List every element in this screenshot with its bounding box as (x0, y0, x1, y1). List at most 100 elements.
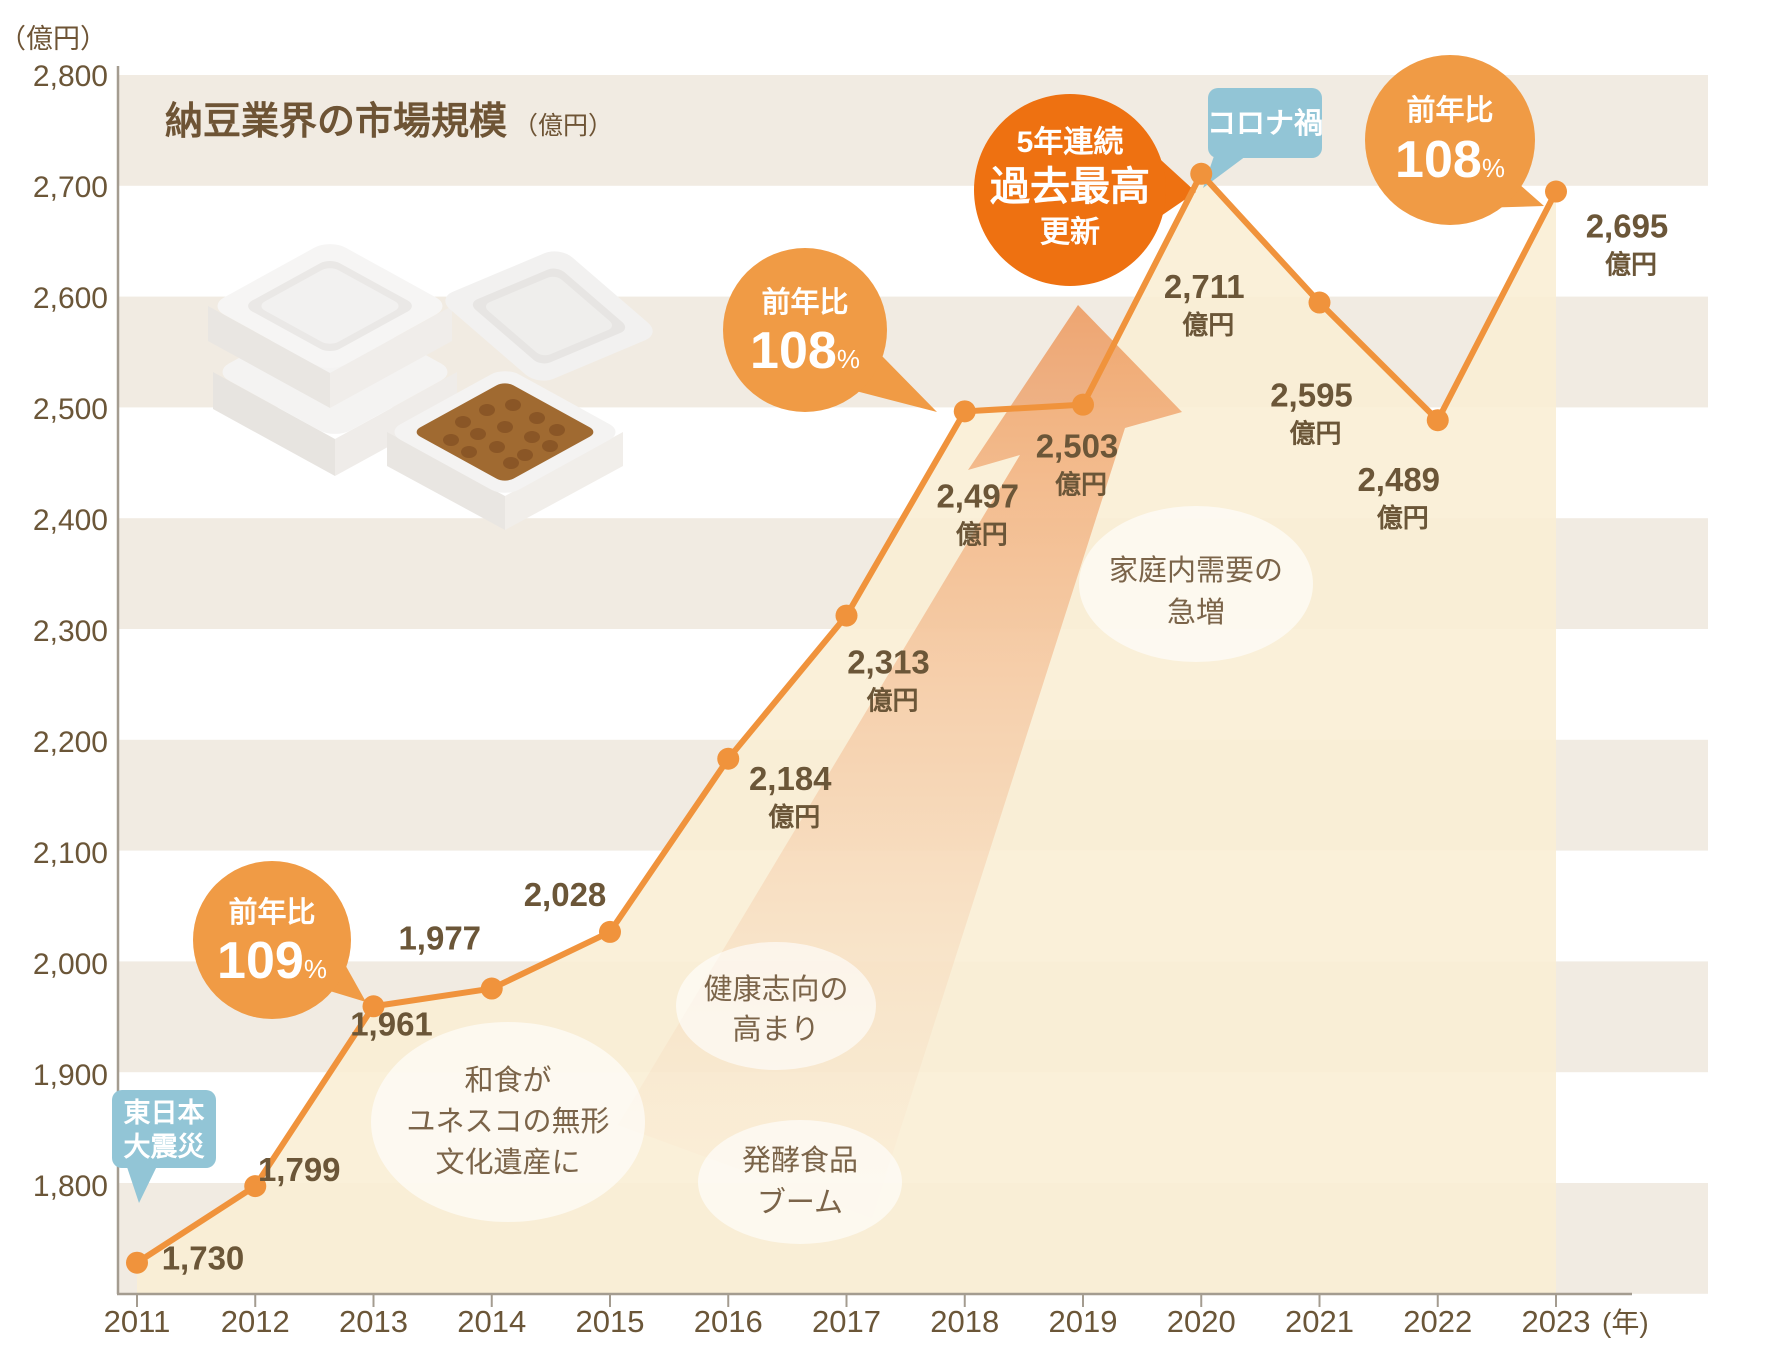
value-label-2011: 1,730 (162, 1240, 245, 1277)
bubble-circle (974, 94, 1166, 286)
value-unit-2017: 億円 (866, 686, 918, 716)
data-point-2017 (835, 604, 858, 627)
axes: 2,800 2,700 2,600 2,500 2,400 2,300 2,200 2,100… (33, 60, 1649, 1339)
value-label-2020: 2,711 (1164, 268, 1245, 305)
note-health: 健康志向の 高まり (676, 942, 876, 1070)
yoy-label: 前年比 (1406, 93, 1493, 127)
y-tick-label: 2,800 (33, 60, 108, 93)
x-tick-label: 2023 (1522, 1304, 1591, 1339)
value-label-2012: 1,799 (258, 1151, 341, 1188)
pack-side-right (330, 306, 452, 408)
note-washoku-line3: 文化遺産に (435, 1146, 580, 1179)
value-label-2015: 2,028 (524, 876, 607, 913)
y-tick-label: 1,900 (33, 1059, 108, 1092)
percent-sign: % (837, 344, 860, 374)
note-home-line1: 家庭内需要の (1109, 554, 1283, 587)
yoy-value: 108% (750, 322, 860, 380)
data-series: 1,730 1,799 1,961 1,977 2,028 2,184 億円 2,313 億円 2… (126, 162, 1668, 1277)
x-tick-label: 2016 (694, 1304, 763, 1339)
yoy-value-number: 108 (750, 322, 837, 380)
note-washoku: 和食が ユネスコの無形 文化遺産に (371, 1022, 645, 1222)
pack-side-right (335, 372, 457, 476)
value-label-2017: 2,313 (847, 644, 930, 681)
note-bubble (371, 1022, 645, 1222)
data-point-2022 (1426, 409, 1449, 432)
tag-tail (126, 1164, 158, 1203)
x-tick-label: 2011 (104, 1304, 171, 1339)
titles: （億円） 納豆業界の市場規模 （億円） (0, 24, 613, 143)
chart-title-main: 納豆業界の市場規模 (165, 101, 507, 143)
y-tick-label: 2,400 (33, 504, 108, 537)
data-point-2021 (1308, 291, 1331, 314)
y-tick-label: 2,000 (33, 948, 108, 981)
record-line1: 5年連続 (1017, 126, 1124, 159)
y-tick-label: 2,500 (33, 393, 108, 426)
value-unit-2016: 億円 (768, 802, 820, 832)
value-label-2016: 2,184 (749, 760, 832, 797)
x-tick-label: 2013 (339, 1304, 408, 1339)
data-point-2023 (1545, 180, 1567, 203)
note-health-line1: 健康志向の (703, 973, 848, 1006)
tag-box (1208, 88, 1322, 158)
area-under-line (137, 173, 1556, 1294)
chart-title: 納豆業界の市場規模 （億円） (165, 101, 613, 143)
pack-side-left (208, 306, 330, 408)
data-point-2012 (244, 1175, 267, 1198)
note-ferment: 発酵食品 ブーム (698, 1120, 902, 1244)
value-unit-2019: 億円 (1055, 470, 1107, 500)
value-label-2022: 2,489 (1357, 461, 1440, 498)
x-tick-label: 2015 (576, 1304, 645, 1339)
x-tick-label: 2019 (1049, 1304, 1118, 1339)
x-tick-label: 2021 (1285, 1304, 1354, 1339)
y-tick-label: 2,600 (33, 282, 108, 315)
x-axis-year-suffix: (年) (1602, 1307, 1649, 1338)
pack-side-left (213, 372, 335, 476)
yoy-2018-bubble: 前年比 108% (723, 248, 937, 412)
yoy-value-number: 108 (1395, 131, 1482, 189)
area-fill-group (137, 173, 1556, 1294)
x-tick-label: 2018 (930, 1304, 999, 1339)
yoy-value: 108% (1395, 131, 1505, 189)
y-tick-label: 2,300 (33, 615, 108, 648)
callouts: 前年比 109% 前年比 108% 前年比 108% 5年連続 過去最高 更新 (112, 55, 1544, 1203)
tag-box (112, 1090, 216, 1168)
percent-sign: % (304, 954, 327, 984)
note-washoku-line2: ユネスコの無形 (406, 1105, 609, 1138)
soft-notes: 和食が ユネスコの無形 文化遺産に 健康志向の 高まり 発酵食品 ブーム 家庭内… (371, 506, 1313, 1244)
corona-label: コロナ禍 (1207, 107, 1323, 140)
note-ferment-line1: 発酵食品 (742, 1144, 858, 1177)
data-point-2013 (362, 995, 385, 1018)
yoy-value: 109% (217, 932, 327, 990)
natto-beans (443, 399, 565, 469)
yoy-value-number: 109 (217, 932, 304, 990)
data-point-2015 (599, 920, 621, 943)
earthquake-line2: 大震災 (124, 1132, 206, 1162)
note-home-line2: 急増 (1167, 596, 1225, 629)
note-health-line2: 高まり (732, 1013, 819, 1046)
open-pack-side-right (505, 432, 623, 530)
note-home-demand: 家庭内需要の 急増 (1079, 506, 1313, 662)
record-high-bubble: 5年連続 過去最高 更新 (974, 94, 1196, 286)
y-tick-label: 1,800 (33, 1170, 108, 1203)
yoy-label: 前年比 (228, 895, 315, 929)
x-tick-label: 2014 (457, 1304, 526, 1339)
record-line2: 過去最高 (990, 165, 1150, 209)
open-pack-side-left (387, 432, 505, 530)
yoy-2013-bubble: 前年比 109% (193, 861, 366, 1019)
value-label-2013: 1,961 (350, 1005, 433, 1042)
value-unit-2021: 億円 (1289, 419, 1341, 449)
record-line3: 更新 (1040, 216, 1100, 249)
yoy-label: 前年比 (761, 285, 848, 319)
earthquake-tag: 東日本 大震災 (112, 1090, 216, 1203)
corona-tag: コロナ禍 (1203, 88, 1323, 188)
y-tick-label: 2,700 (33, 171, 108, 204)
pack-lid-top (261, 268, 399, 344)
x-tick-label: 2020 (1167, 1304, 1236, 1339)
yoy-2023-bubble: 前年比 108% (1365, 55, 1544, 225)
note-bubble (676, 942, 876, 1070)
note-ferment-line2: ブーム (757, 1186, 843, 1219)
note-bubble (698, 1120, 902, 1244)
data-point-2014 (480, 977, 503, 1000)
